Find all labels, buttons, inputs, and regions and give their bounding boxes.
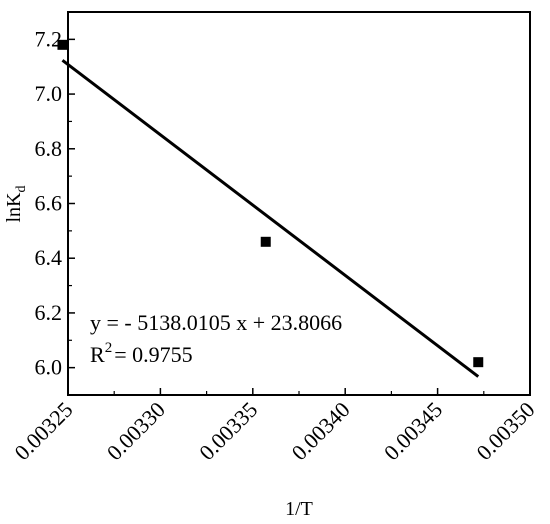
x-tick-label: 0.00335 bbox=[194, 397, 262, 465]
data-point bbox=[260, 236, 271, 247]
data-point bbox=[57, 39, 68, 50]
y-tick-label: 6.8 bbox=[35, 136, 63, 161]
fit-line-layer bbox=[61, 59, 480, 378]
y-axis-title: lnKd bbox=[3, 186, 29, 223]
r-squared-base: R bbox=[90, 342, 105, 367]
fit-line bbox=[61, 59, 480, 378]
data-point bbox=[473, 357, 484, 368]
x-axis-title: 1/T bbox=[285, 498, 313, 520]
y-tick-label: 6.0 bbox=[35, 355, 63, 380]
y-tick-label: 6.4 bbox=[35, 245, 63, 270]
r-squared-value: = 0.9755 bbox=[114, 342, 192, 367]
plot-frame bbox=[67, 11, 531, 396]
x-tick-label: 0.00340 bbox=[286, 397, 354, 465]
x-axis-ticks: 0.00325 0.00330 0.00335 0.00340 0.00345 0.003… bbox=[9, 388, 540, 465]
y-axis-ticks: 6.0 6.2 6.4 6.6 6.8 7.0 7.2 bbox=[35, 11, 75, 396]
y-axis-title-base: lnK bbox=[3, 192, 25, 223]
y-axis-title-subscript: d bbox=[14, 186, 29, 193]
y-tick-label: 6.2 bbox=[35, 300, 63, 325]
x-tick-label: 0.00345 bbox=[379, 397, 447, 465]
data-points bbox=[57, 39, 484, 368]
x-tick-label: 0.00325 bbox=[9, 397, 77, 465]
r-squared-superscript: 2 bbox=[105, 340, 113, 356]
x-tick-label: 0.00350 bbox=[471, 397, 539, 465]
y-tick-label: 7.0 bbox=[35, 81, 63, 106]
y-tick-label: 6.6 bbox=[35, 191, 63, 216]
x-tick-label: 0.00330 bbox=[102, 397, 170, 465]
equation-annotation: y = - 5138.0105 x + 23.8066 bbox=[90, 310, 342, 335]
r-squared-annotation: R2= 0.9755 bbox=[90, 340, 193, 367]
y-tick-label: 7.2 bbox=[35, 26, 63, 51]
